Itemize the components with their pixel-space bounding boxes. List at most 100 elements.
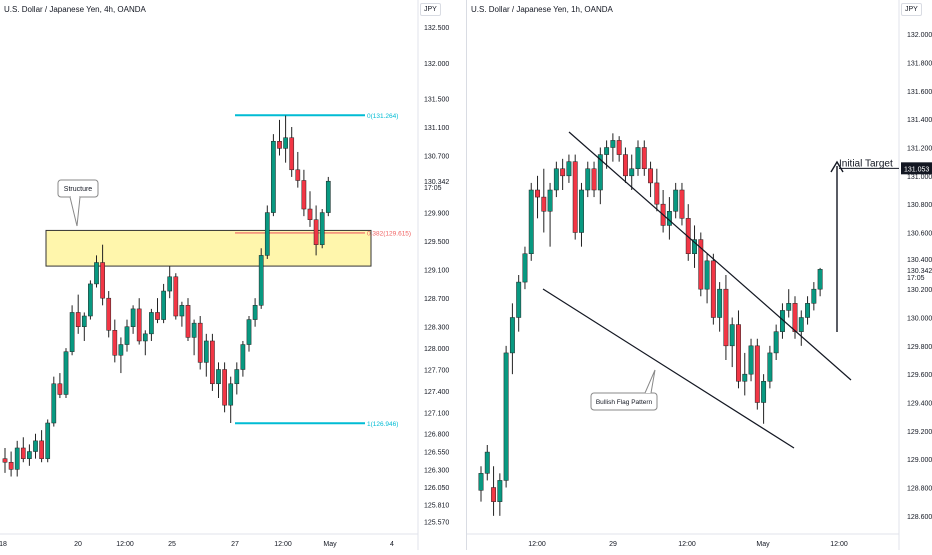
price-tick-label: 17:05 <box>424 185 442 192</box>
candle-body <box>484 451 490 474</box>
candle-body <box>786 303 792 311</box>
candle-body <box>142 333 148 342</box>
candle-body <box>185 305 191 338</box>
currency-badge[interactable]: JPY <box>420 3 441 16</box>
time-tick-label: 12:00 <box>678 541 696 548</box>
candle-body <box>635 147 641 169</box>
candle-body <box>149 312 154 335</box>
time-tick-label: 18 <box>0 541 7 548</box>
candle-body <box>258 255 264 306</box>
candle-body <box>2 458 8 463</box>
price-tick-label: 128.600 <box>907 514 932 521</box>
candle-body <box>553 168 559 191</box>
candle-body <box>136 308 142 342</box>
candle-body <box>723 288 729 347</box>
time-tick-label: May <box>323 541 337 548</box>
chart-panel-4h[interactable]: 132.500 132.000 131.500 131.100 130.700 130.3… <box>0 0 466 550</box>
price-tick-label: 129.500 <box>424 239 449 246</box>
currency-badge[interactable]: JPY <box>901 3 922 16</box>
candle-body <box>277 141 282 149</box>
candle-body <box>692 239 697 254</box>
candle-body <box>295 169 301 181</box>
candle-body <box>81 315 87 327</box>
candle-body <box>604 147 610 155</box>
candle-body <box>271 141 276 213</box>
candle-body <box>679 189 685 219</box>
chart-panel-1h[interactable]: 132.000 131.800 131.600 131.400 131.200 131.0… <box>466 0 932 550</box>
candle-body <box>283 137 288 149</box>
candle-body <box>566 161 572 177</box>
candle-body <box>191 322 197 338</box>
candle-body <box>654 182 660 205</box>
price-tick-label: 129.900 <box>424 211 449 218</box>
price-tick-label: 129.600 <box>907 372 932 379</box>
candle-body <box>252 305 258 320</box>
candle-body <box>547 189 553 212</box>
candle-body <box>33 440 38 452</box>
candle-body <box>792 303 798 332</box>
candle-body <box>761 381 767 403</box>
chart-4h[interactable]: 132.500 132.000 131.500 131.100 130.700 130.3… <box>0 0 466 550</box>
candle-body <box>729 324 735 347</box>
candle-body <box>161 290 166 320</box>
chart-1h[interactable]: 132.000 131.800 131.600 131.400 131.200 131.0… <box>467 0 932 550</box>
chart-title: U.S. Dollar / Japanese Yen, 1h, OANDA <box>471 5 613 14</box>
candle-body <box>264 212 270 256</box>
candle-body <box>798 317 804 332</box>
price-tick-label: 130.800 <box>907 202 932 209</box>
candle-body <box>307 208 313 220</box>
candle-body <box>748 345 754 375</box>
price-tick-label: 126.050 <box>424 485 449 492</box>
candle-body <box>51 383 57 424</box>
initial-target-label: Initial Target <box>839 158 893 169</box>
price-tick-label: 132.000 <box>424 61 449 68</box>
price-tick-label: 132.500 <box>424 25 449 32</box>
candle-body <box>57 383 63 395</box>
price-tick-label: 128.700 <box>424 296 449 303</box>
candle-body <box>509 317 515 354</box>
candle-body <box>88 283 93 317</box>
candle-body <box>541 196 547 212</box>
candle-body <box>516 281 522 318</box>
price-tick-label: 127.700 <box>424 368 449 375</box>
current-target-price-label: 131.053 <box>904 166 929 173</box>
candle-body <box>130 308 136 327</box>
candle-body <box>14 447 20 470</box>
candle-body <box>63 351 69 395</box>
price-tick-label: 130.200 <box>907 287 932 294</box>
current-target-price-badge <box>901 162 932 175</box>
flag-callout-label: Bullish Flag Pattern <box>596 399 653 406</box>
price-tick-label: 17:05 <box>907 275 925 282</box>
candle-body <box>106 297 112 331</box>
candle-body <box>773 331 779 354</box>
price-tick-label: 128.000 <box>424 346 449 353</box>
candle-body <box>75 312 81 327</box>
candle-body <box>155 312 160 320</box>
price-tick-label: 125.570 <box>424 519 449 526</box>
price-tick-label: 126.550 <box>424 450 449 457</box>
candle-body <box>228 383 234 406</box>
candle-body <box>673 189 679 212</box>
candle-body <box>585 168 591 191</box>
price-tick-label: 129.200 <box>907 429 932 436</box>
price-tick-label: 129.000 <box>907 457 932 464</box>
time-tick-label: 12:00 <box>274 541 292 548</box>
price-tick-label: 131.100 <box>424 125 449 132</box>
chart-title: U.S. Dollar / Japanese Yen, 4h, OANDA <box>4 5 146 14</box>
time-tick-label: 12:00 <box>528 541 546 548</box>
price-tick-label: 129.400 <box>907 401 932 408</box>
price-tick-label: 127.400 <box>424 389 449 396</box>
candle-body <box>811 288 817 304</box>
candle-body <box>641 147 647 169</box>
fib-level-label: 0.382(129.615) <box>367 230 411 237</box>
price-tick-label: 132.000 <box>907 32 932 39</box>
time-tick-label: 12:00 <box>116 541 134 548</box>
time-tick-label: 27 <box>231 541 239 548</box>
candle-body <box>234 369 240 385</box>
candle-body <box>497 480 503 502</box>
candle-body <box>210 340 215 385</box>
candle-body <box>591 168 597 191</box>
candle-body <box>124 326 130 345</box>
candle-body <box>216 369 221 385</box>
fib-level-label: 0(131.264) <box>367 113 398 120</box>
